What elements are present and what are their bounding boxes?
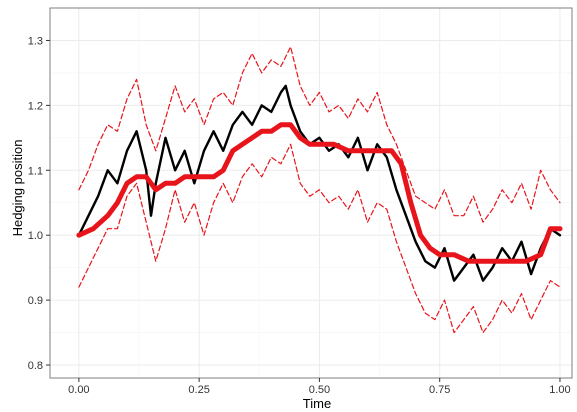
y-axis-title: Hedging position: [10, 140, 25, 237]
series-layer: [76, 46, 563, 334]
y-tick-label: 1.0: [28, 230, 43, 242]
lower-band-line: [78, 143, 561, 334]
x-tick-label: 0.50: [309, 384, 330, 396]
upper-band-line: [78, 46, 561, 223]
y-tick-label: 0.9: [28, 295, 43, 307]
x-tick-label: 0.75: [429, 384, 450, 396]
y-tick-label: 1.3: [28, 35, 43, 47]
x-axis-ticks: 0.00 0.25 0.50 0.75 1.00: [68, 378, 571, 396]
major-gridlines: [50, 8, 572, 378]
y-axis-ticks: 0.8 0.9 1.0 1.1 1.2 1.3: [28, 35, 50, 372]
minor-gridlines: [50, 8, 572, 378]
panel-border: [49, 7, 573, 379]
x-tick-label: 0.00: [68, 384, 89, 396]
x-tick-label: 0.25: [188, 384, 209, 396]
y-tick-label: 1.1: [28, 165, 43, 177]
y-tick-label: 0.8: [28, 360, 43, 372]
x-tick-label: 1.00: [549, 384, 570, 396]
x-axis-title: Time: [303, 396, 331, 411]
y-tick-label: 1.2: [28, 100, 43, 112]
hedging-position-line: [76, 122, 563, 264]
